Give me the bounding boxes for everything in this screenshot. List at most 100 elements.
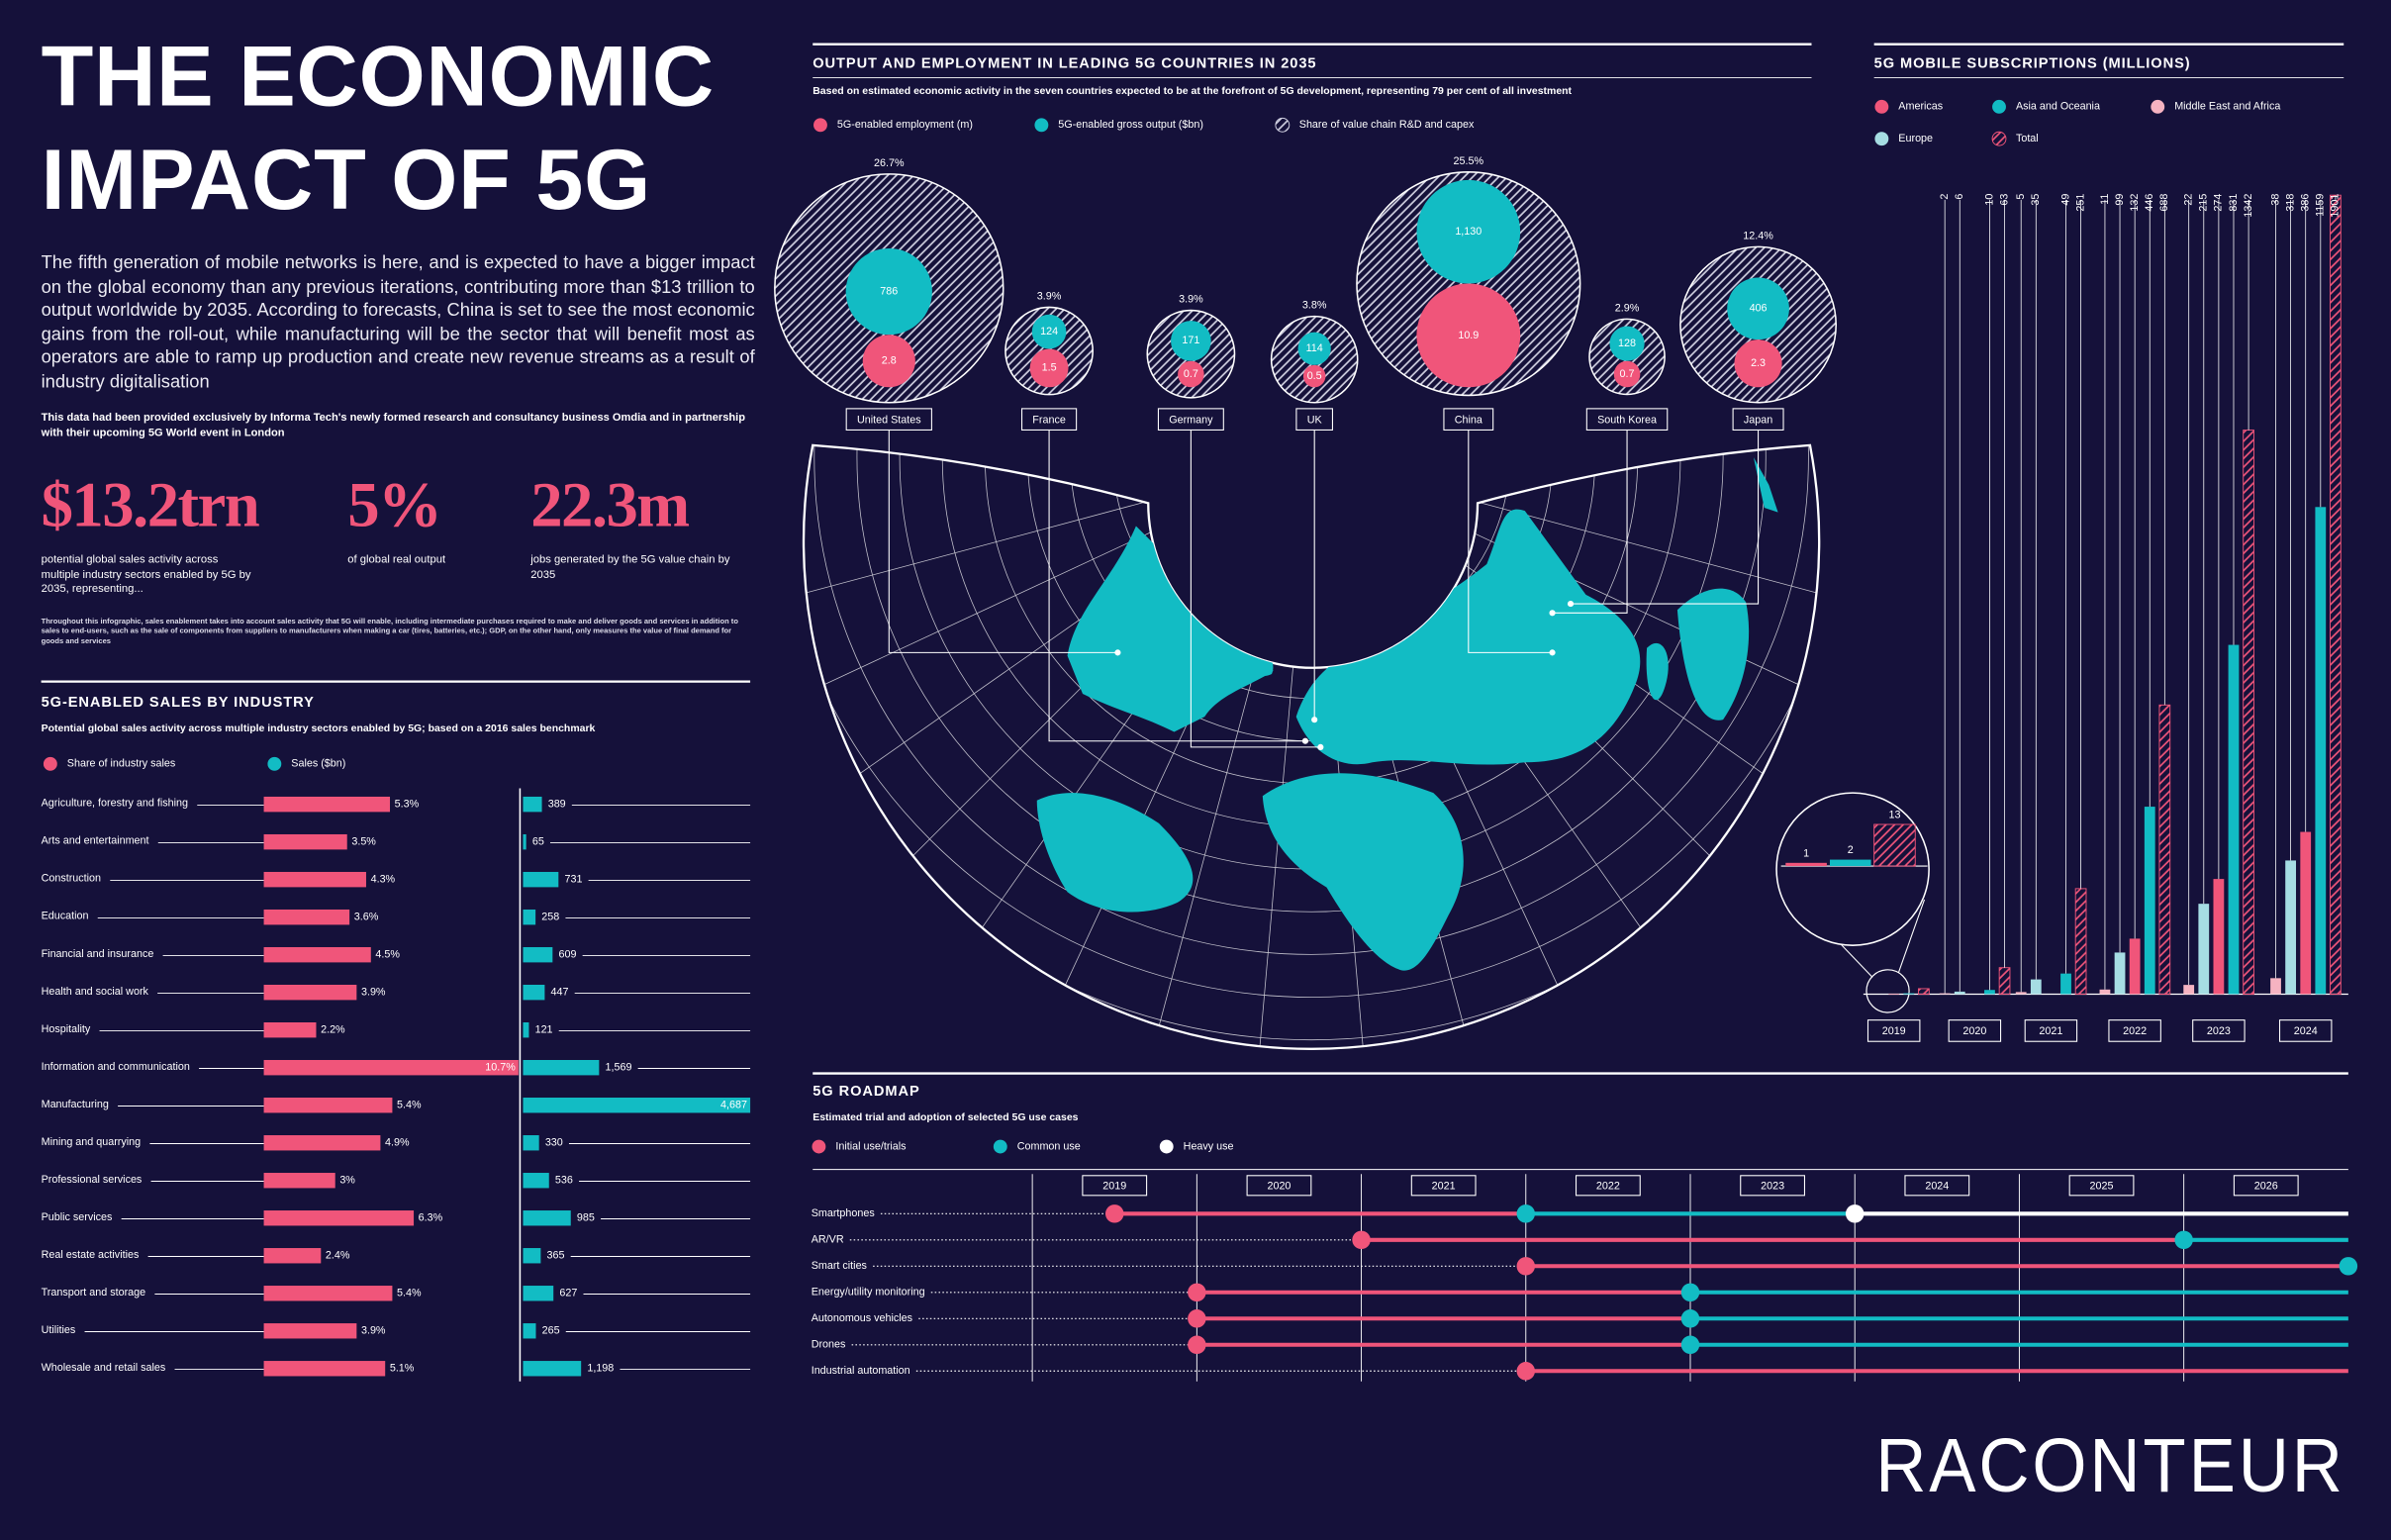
chart-title: 5G ROADMAP xyxy=(813,1084,919,1100)
legend-marker xyxy=(1034,118,1049,133)
legend-marker xyxy=(2151,99,2165,114)
location-dot xyxy=(1567,600,1575,608)
share-label: 3.9% xyxy=(1037,290,1062,302)
bar xyxy=(2270,978,2281,995)
bar xyxy=(2183,985,2195,995)
leader-line xyxy=(1468,428,1553,653)
value-label: 38 xyxy=(2269,194,2281,206)
year-box xyxy=(1866,1019,1921,1042)
output-bubble xyxy=(1416,179,1521,284)
value-label: 609 xyxy=(558,949,576,961)
year-box xyxy=(2278,1019,2333,1042)
use-case-label: Energy/utility monitoring xyxy=(812,1287,925,1299)
bar xyxy=(1998,967,2011,995)
output-label: 124 xyxy=(1040,326,1058,337)
bar xyxy=(523,946,553,963)
country-box xyxy=(1157,408,1224,431)
bar xyxy=(263,1098,393,1113)
bar xyxy=(263,984,357,1001)
legend-label: 5G-enabled gross output ($bn) xyxy=(1058,119,1203,131)
employment-bubble xyxy=(1178,360,1204,388)
x-tick-label: 2026 xyxy=(2254,1180,2278,1192)
bar xyxy=(263,833,347,850)
value-label: 3.9% xyxy=(361,1325,386,1337)
legend-marker xyxy=(1991,131,2007,146)
continent xyxy=(1753,457,1778,513)
stage-dot xyxy=(1104,1204,1124,1223)
leader-line xyxy=(1552,428,1628,614)
year-box xyxy=(1082,1175,1148,1197)
x-tick-label: 2024 xyxy=(1925,1180,1949,1192)
bar xyxy=(523,1060,600,1076)
bar xyxy=(523,1021,529,1038)
value-label: 3.5% xyxy=(351,836,376,848)
value-label: 10.7% xyxy=(485,1062,516,1074)
bar xyxy=(263,1361,386,1377)
legend-marker xyxy=(993,1139,1007,1154)
value-label: 1,198 xyxy=(587,1363,614,1375)
share-label: 12.4% xyxy=(1743,230,1773,241)
source-note: This data had been provided exclusively … xyxy=(41,410,746,439)
use-case-label: AR/VR xyxy=(812,1234,844,1246)
legend-label: 5G-enabled employment (m) xyxy=(837,119,973,131)
bar xyxy=(523,909,536,925)
stage-dot xyxy=(1188,1335,1206,1355)
bar xyxy=(523,796,542,813)
stage-dot xyxy=(2339,1257,2358,1276)
bar xyxy=(2144,807,2155,995)
value-label: 3.6% xyxy=(354,912,379,923)
legend-label: Asia and Oceania xyxy=(2016,101,2100,113)
category-label: Financial and insurance xyxy=(42,948,154,960)
x-tick-label: 2022 xyxy=(2123,1025,2147,1037)
stage-dot xyxy=(1680,1335,1700,1355)
map-grid-line xyxy=(813,444,1809,955)
bar xyxy=(2330,194,2342,995)
country-box xyxy=(1295,408,1333,431)
employment-bubble xyxy=(1029,348,1069,388)
bar xyxy=(263,946,371,963)
value-label: 121 xyxy=(535,1024,553,1036)
legend-marker xyxy=(1874,99,1889,114)
output-label: 786 xyxy=(880,285,898,297)
category-label: Wholesale and retail sales xyxy=(42,1362,166,1374)
output-bubble xyxy=(845,247,932,336)
location-dot xyxy=(1317,743,1324,750)
year-box xyxy=(1948,1019,2002,1042)
x-tick-label: 2024 xyxy=(2294,1025,2318,1037)
bar xyxy=(1918,988,1930,995)
category-label: Manufacturing xyxy=(42,1099,109,1110)
stat-figure: $13.2trn xyxy=(41,471,260,541)
x-tick-label: 2019 xyxy=(1882,1025,1906,1037)
stat-text: jobs generated by the 5G value chain by … xyxy=(530,551,730,581)
map-grid-line xyxy=(804,444,1820,1041)
legend-label: Middle East and Africa xyxy=(2174,101,2280,113)
category-label: Public services xyxy=(42,1211,113,1223)
category-label: Utilities xyxy=(42,1324,76,1336)
value-label: 2.4% xyxy=(326,1250,350,1262)
employment-label: 0.5 xyxy=(1307,370,1322,382)
chart-subtitle: Based on estimated economic activity in … xyxy=(813,86,1572,97)
value-label: 365 xyxy=(547,1250,565,1262)
year-box xyxy=(2024,1019,2078,1042)
bar xyxy=(2158,704,2171,995)
employment-label: 0.7 xyxy=(1620,368,1635,380)
output-label: 171 xyxy=(1182,335,1199,346)
value-label: 1901 xyxy=(2330,194,2342,218)
stage-dot xyxy=(1680,1283,1700,1302)
country-label: Germany xyxy=(1169,414,1213,426)
share-label: 26.7% xyxy=(874,157,905,169)
use-case-label: Industrial automation xyxy=(812,1365,910,1377)
use-case-label: Smartphones xyxy=(812,1207,875,1219)
value-label: 4.9% xyxy=(385,1137,410,1149)
output-bubble xyxy=(1297,332,1331,365)
share-label: 3.9% xyxy=(1179,294,1203,306)
bar xyxy=(263,1286,393,1301)
brand: RACONTEUR xyxy=(1875,1423,2345,1508)
bar xyxy=(2015,992,2027,995)
main-title: IMPACT OF 5G xyxy=(41,131,652,228)
continent xyxy=(1646,642,1669,701)
employment-bubble xyxy=(1734,339,1782,388)
bar xyxy=(2198,904,2210,995)
location-dot xyxy=(1549,649,1556,656)
